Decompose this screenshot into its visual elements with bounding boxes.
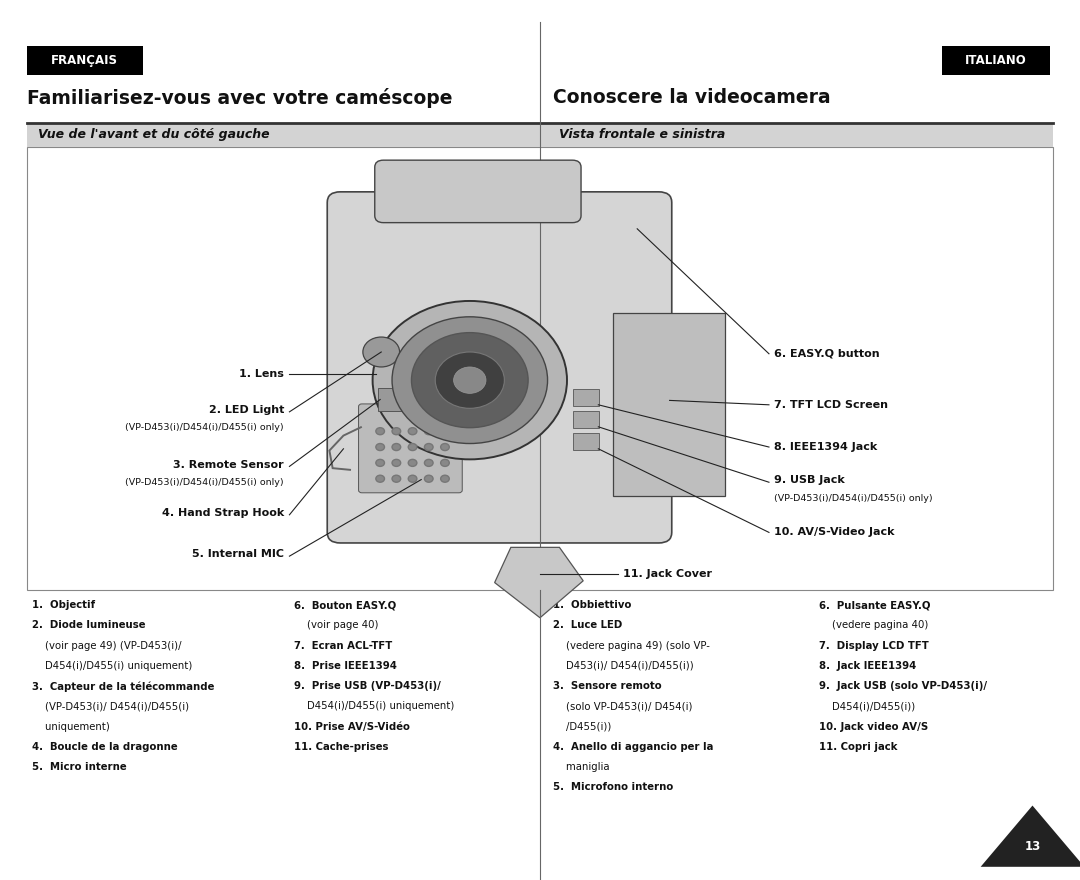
FancyBboxPatch shape (942, 46, 1050, 75)
Circle shape (363, 337, 400, 367)
Circle shape (408, 444, 417, 451)
Text: /D455(i)): /D455(i)) (553, 722, 611, 731)
Text: 1. Lens: 1. Lens (239, 369, 284, 379)
Text: FRANÇAIS: FRANÇAIS (51, 54, 119, 67)
Circle shape (424, 475, 433, 482)
Text: 6.  Bouton EASY.Q: 6. Bouton EASY.Q (294, 600, 396, 610)
Text: 2.  Luce LED: 2. Luce LED (553, 620, 622, 630)
Text: 6. EASY.Q button: 6. EASY.Q button (774, 348, 880, 359)
FancyBboxPatch shape (27, 46, 143, 75)
Text: 7. TFT LCD Screen: 7. TFT LCD Screen (774, 400, 889, 410)
Circle shape (441, 428, 449, 435)
Text: 8.  Jack IEEE1394: 8. Jack IEEE1394 (819, 661, 916, 671)
Text: D454(i)/D455(i) uniquement): D454(i)/D455(i) uniquement) (32, 661, 192, 671)
Text: (VP-D453(i)/D454(i)/D455(i) only): (VP-D453(i)/D454(i)/D455(i) only) (125, 478, 284, 487)
FancyBboxPatch shape (613, 313, 725, 496)
Text: Familiarisez-vous avec votre caméscope: Familiarisez-vous avec votre caméscope (27, 88, 453, 108)
Circle shape (424, 444, 433, 451)
Circle shape (392, 459, 401, 466)
Text: ITALIANO: ITALIANO (964, 54, 1027, 67)
Circle shape (454, 367, 486, 393)
Circle shape (392, 317, 548, 444)
Text: 9. USB Jack: 9. USB Jack (774, 475, 846, 486)
Text: uniquement): uniquement) (32, 722, 110, 731)
Text: 11. Copri jack: 11. Copri jack (819, 742, 897, 752)
Circle shape (441, 475, 449, 482)
Text: D453(i)/ D454(i)/D455(i)): D453(i)/ D454(i)/D455(i)) (553, 661, 693, 671)
FancyBboxPatch shape (27, 147, 1053, 590)
Text: 1.  Obbiettivo: 1. Obbiettivo (553, 600, 632, 610)
Circle shape (373, 301, 567, 459)
Text: 5. Internal MIC: 5. Internal MIC (192, 549, 284, 560)
Text: 8. IEEE1394 Jack: 8. IEEE1394 Jack (774, 442, 878, 452)
Text: (vedere pagina 49) (solo VP-: (vedere pagina 49) (solo VP- (553, 641, 710, 650)
FancyBboxPatch shape (375, 160, 581, 223)
FancyBboxPatch shape (378, 388, 423, 411)
Text: (VP-D453(i)/ D454(i)/D455(i): (VP-D453(i)/ D454(i)/D455(i) (32, 701, 189, 711)
Circle shape (376, 428, 384, 435)
Circle shape (376, 475, 384, 482)
Text: 10. Prise AV/S-Vidéo: 10. Prise AV/S-Vidéo (294, 722, 409, 731)
Text: maniglia: maniglia (553, 762, 609, 772)
Text: 4.  Anello di aggancio per la: 4. Anello di aggancio per la (553, 742, 713, 752)
Text: Conoscere la videocamera: Conoscere la videocamera (553, 88, 831, 107)
Text: 4. Hand Strap Hook: 4. Hand Strap Hook (162, 508, 284, 518)
Circle shape (392, 428, 401, 435)
Circle shape (424, 428, 433, 435)
Circle shape (441, 459, 449, 466)
Text: 11. Cache-prises: 11. Cache-prises (294, 742, 389, 752)
Circle shape (408, 459, 417, 466)
Circle shape (411, 333, 528, 428)
Text: (vedere pagina 40): (vedere pagina 40) (819, 620, 928, 630)
Text: 10. AV/S-Video Jack: 10. AV/S-Video Jack (774, 527, 895, 538)
Circle shape (392, 475, 401, 482)
Text: (VP-D453(i)/D454(i)/D455(i) only): (VP-D453(i)/D454(i)/D455(i) only) (125, 423, 284, 432)
Text: 3. Remote Sensor: 3. Remote Sensor (174, 459, 284, 470)
Circle shape (408, 428, 417, 435)
Text: 10. Jack video AV/S: 10. Jack video AV/S (819, 722, 928, 731)
Text: 7.  Display LCD TFT: 7. Display LCD TFT (819, 641, 929, 650)
Circle shape (376, 444, 384, 451)
Text: 9.  Prise USB (VP-D453(i)/: 9. Prise USB (VP-D453(i)/ (294, 681, 441, 691)
Circle shape (376, 459, 384, 466)
FancyBboxPatch shape (359, 404, 462, 493)
Polygon shape (495, 547, 583, 618)
Polygon shape (981, 805, 1080, 867)
Text: 4.  Boucle de la dragonne: 4. Boucle de la dragonne (32, 742, 178, 752)
Text: 3.  Capteur de la télécommande: 3. Capteur de la télécommande (32, 681, 215, 692)
Text: 3.  Sensore remoto: 3. Sensore remoto (553, 681, 662, 691)
Text: 5.  Micro interne: 5. Micro interne (32, 762, 127, 772)
Text: 2. LED Light: 2. LED Light (208, 405, 284, 415)
FancyBboxPatch shape (573, 411, 599, 428)
Text: 11. Jack Cover: 11. Jack Cover (623, 568, 712, 579)
FancyBboxPatch shape (573, 433, 599, 450)
Text: 8.  Prise IEEE1394: 8. Prise IEEE1394 (294, 661, 396, 671)
Text: (solo VP-D453(i)/ D454(i): (solo VP-D453(i)/ D454(i) (553, 701, 692, 711)
Text: 5.  Microfono interno: 5. Microfono interno (553, 782, 673, 792)
Circle shape (435, 352, 504, 408)
Circle shape (441, 444, 449, 451)
Text: 7.  Ecran ACL-TFT: 7. Ecran ACL-TFT (294, 641, 392, 650)
Text: (VP-D453(i)/D454(i)/D455(i) only): (VP-D453(i)/D454(i)/D455(i) only) (774, 494, 933, 502)
Text: (voir page 40): (voir page 40) (294, 620, 378, 630)
FancyBboxPatch shape (27, 123, 1053, 147)
FancyBboxPatch shape (573, 389, 599, 406)
Text: (voir page 49) (VP-D453(i)/: (voir page 49) (VP-D453(i)/ (32, 641, 181, 650)
Text: 9.  Jack USB (solo VP-D453(i)/: 9. Jack USB (solo VP-D453(i)/ (819, 681, 987, 691)
Circle shape (392, 444, 401, 451)
Text: D454(i)/D455(i)): D454(i)/D455(i)) (819, 701, 915, 711)
Text: Vista frontale e sinistra: Vista frontale e sinistra (559, 128, 726, 141)
Text: Vue de l'avant et du côté gauche: Vue de l'avant et du côté gauche (38, 128, 269, 141)
Text: 6.  Pulsante EASY.Q: 6. Pulsante EASY.Q (819, 600, 930, 610)
Text: 1.  Objectif: 1. Objectif (32, 600, 95, 610)
Text: 2.  Diode lumineuse: 2. Diode lumineuse (32, 620, 146, 630)
Text: D454(i)/D455(i) uniquement): D454(i)/D455(i) uniquement) (294, 701, 454, 711)
Text: 13: 13 (1024, 840, 1041, 853)
Circle shape (424, 459, 433, 466)
Circle shape (408, 475, 417, 482)
FancyBboxPatch shape (327, 192, 672, 543)
